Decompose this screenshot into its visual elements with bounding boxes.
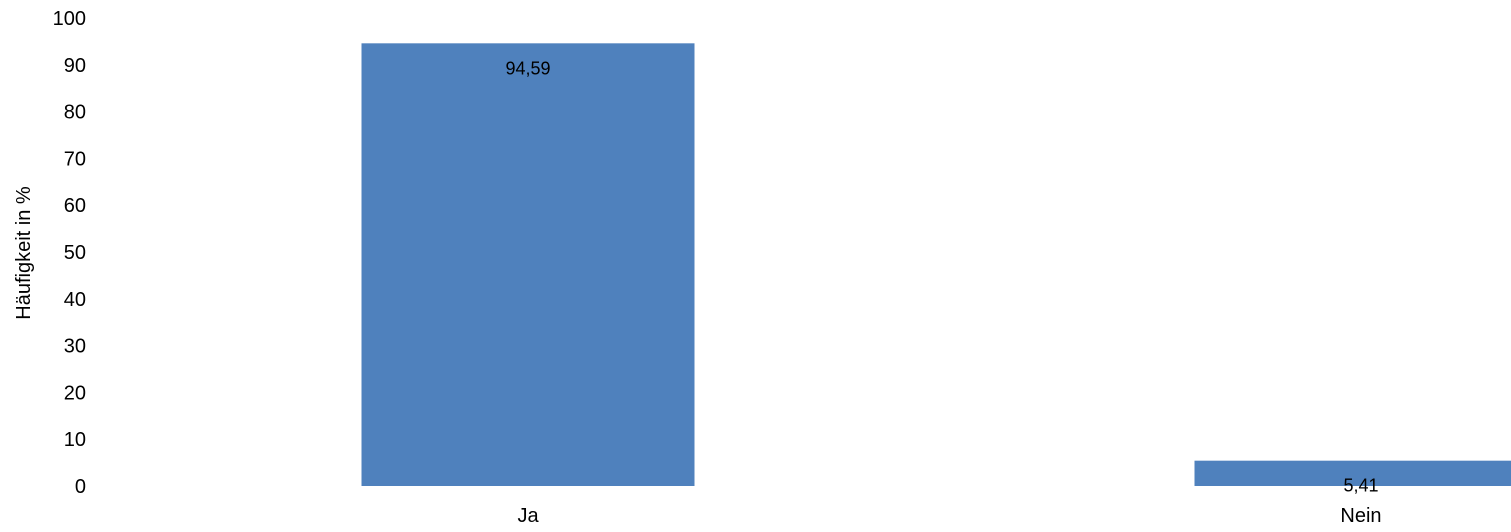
y-tick-label: 40: [64, 289, 86, 311]
y-tick-label: 30: [64, 336, 86, 358]
y-tick-label: 10: [64, 429, 86, 451]
x-category-label: Ja: [517, 505, 539, 527]
y-tick-label: 50: [64, 242, 86, 264]
y-tick-label: 0: [75, 476, 86, 498]
y-tick-label: 70: [64, 148, 86, 170]
x-category-label: Nein: [1340, 505, 1381, 527]
y-tick-label: 80: [64, 102, 86, 124]
data-label: 5,41: [1343, 476, 1378, 496]
x-axis-labels: Ja Nein: [517, 505, 1381, 527]
y-tick-label: 100: [53, 8, 86, 30]
y-tick-label: 90: [64, 55, 86, 77]
y-axis-title: Häufigkeit in %: [13, 186, 35, 320]
bars: [361, 43, 1511, 487]
y-axis-ticks: 0 10 20 30 40 50 60 70 80 90 100: [53, 8, 86, 498]
bar-ja: [361, 43, 695, 487]
data-labels: 94,59 5,41: [505, 58, 1378, 495]
y-tick-label: 60: [64, 195, 86, 217]
y-tick-label: 20: [64, 382, 86, 404]
data-label: 94,59: [505, 58, 550, 78]
bar-nein: [1194, 460, 1511, 486]
